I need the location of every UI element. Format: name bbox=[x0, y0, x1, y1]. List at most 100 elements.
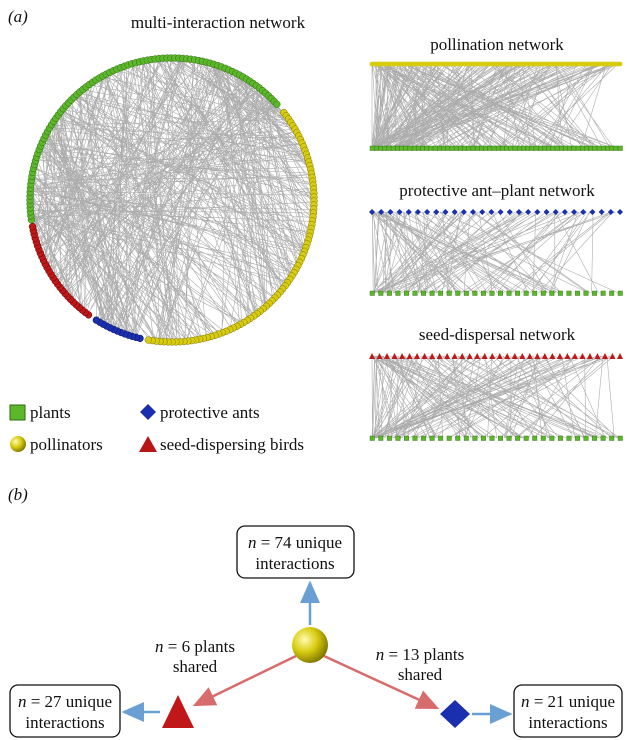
node bbox=[396, 209, 403, 215]
node bbox=[592, 435, 598, 441]
node bbox=[600, 145, 606, 151]
node bbox=[470, 209, 477, 215]
node bbox=[455, 290, 461, 296]
text: = 27 unique bbox=[26, 692, 112, 711]
node bbox=[506, 290, 512, 296]
node bbox=[386, 435, 392, 441]
var: n bbox=[18, 692, 27, 711]
node bbox=[387, 209, 394, 215]
node bbox=[561, 209, 568, 215]
var: n bbox=[155, 637, 164, 656]
node bbox=[552, 209, 559, 215]
node bbox=[489, 353, 496, 359]
text: = 13 plants bbox=[384, 645, 464, 664]
node bbox=[523, 435, 529, 441]
node bbox=[534, 209, 541, 215]
node bbox=[532, 435, 538, 441]
node bbox=[404, 435, 409, 441]
node bbox=[403, 145, 409, 151]
network-links bbox=[371, 63, 620, 149]
node bbox=[498, 290, 503, 296]
node bbox=[395, 435, 401, 441]
node bbox=[446, 290, 452, 296]
network-drawings bbox=[26, 54, 623, 441]
node bbox=[613, 145, 619, 151]
ant-node bbox=[440, 700, 470, 728]
node bbox=[395, 145, 400, 151]
node bbox=[442, 209, 449, 215]
node bbox=[558, 145, 564, 151]
node bbox=[460, 209, 467, 215]
node bbox=[550, 145, 556, 151]
box-text: interactions bbox=[25, 713, 104, 732]
node bbox=[609, 435, 615, 441]
legend-label: pollinators bbox=[30, 435, 103, 454]
node bbox=[488, 209, 495, 215]
node bbox=[437, 145, 442, 151]
node bbox=[584, 145, 590, 151]
node bbox=[533, 145, 539, 151]
node bbox=[432, 145, 438, 151]
node bbox=[384, 353, 391, 359]
node bbox=[598, 209, 605, 215]
node bbox=[575, 145, 581, 151]
shared-label: shared bbox=[398, 665, 443, 684]
node bbox=[378, 209, 385, 215]
node bbox=[449, 145, 455, 151]
node bbox=[407, 145, 413, 151]
node bbox=[566, 435, 572, 441]
node bbox=[592, 145, 598, 151]
node bbox=[420, 145, 426, 151]
node bbox=[592, 290, 598, 296]
node bbox=[462, 145, 468, 151]
node bbox=[525, 209, 532, 215]
node bbox=[429, 353, 436, 359]
node bbox=[386, 290, 392, 296]
node bbox=[500, 145, 506, 151]
node bbox=[605, 145, 611, 151]
node bbox=[540, 435, 546, 441]
node bbox=[472, 290, 478, 296]
network-links bbox=[29, 57, 315, 343]
node bbox=[617, 290, 623, 296]
node bbox=[463, 290, 469, 296]
box-text: n = 21 unique bbox=[521, 692, 615, 711]
node bbox=[453, 145, 459, 151]
node bbox=[455, 435, 461, 441]
node bbox=[395, 290, 401, 296]
network-title: seed-dispersal network bbox=[419, 325, 576, 344]
node bbox=[406, 353, 413, 359]
box bbox=[9, 684, 121, 738]
legend-swatch bbox=[139, 436, 157, 452]
node bbox=[589, 209, 596, 215]
node bbox=[404, 290, 409, 296]
node bbox=[479, 145, 484, 151]
node bbox=[506, 435, 512, 441]
node bbox=[374, 145, 379, 151]
node bbox=[540, 290, 546, 296]
legend-label: plants bbox=[30, 403, 71, 422]
arrow bbox=[192, 654, 297, 707]
node bbox=[416, 145, 421, 151]
node bbox=[369, 145, 375, 151]
node bbox=[421, 353, 428, 359]
node bbox=[609, 290, 615, 296]
node bbox=[515, 209, 522, 215]
node bbox=[575, 290, 580, 296]
network-title: multi-interaction network bbox=[131, 13, 306, 32]
node bbox=[571, 145, 577, 151]
node bbox=[491, 145, 497, 151]
node bbox=[429, 435, 435, 441]
node bbox=[386, 145, 392, 151]
node bbox=[515, 290, 521, 296]
node bbox=[369, 353, 375, 359]
node bbox=[543, 209, 550, 215]
node bbox=[534, 353, 541, 359]
node bbox=[451, 353, 458, 359]
node bbox=[436, 353, 443, 359]
node bbox=[497, 209, 504, 215]
shared-label: n = 13 plants bbox=[376, 645, 464, 664]
text: = 6 plants bbox=[164, 637, 235, 656]
node bbox=[421, 290, 427, 296]
